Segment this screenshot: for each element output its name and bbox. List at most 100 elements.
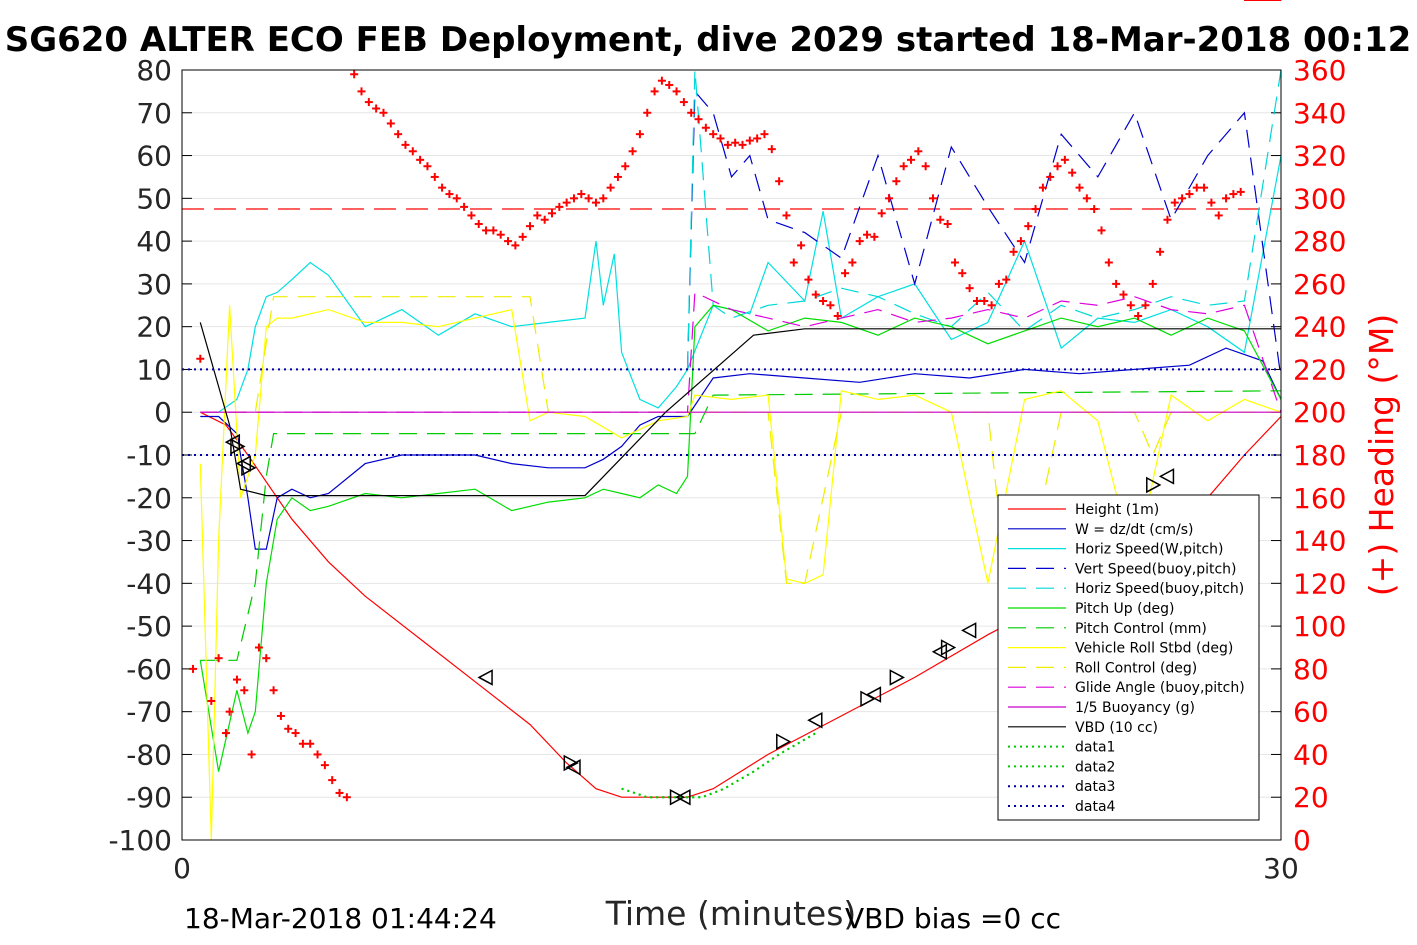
heading-point	[1031, 205, 1040, 214]
heading-point	[1192, 183, 1201, 192]
legend-label-roll_control: Roll Control (deg)	[1075, 660, 1197, 676]
right-tick-label: 360	[1293, 54, 1346, 87]
legend-label-buoyancy: 1/5 Buoyancy (g)	[1075, 700, 1195, 716]
heading-point	[1214, 211, 1223, 220]
heading-point	[980, 297, 989, 305]
heading-point	[240, 686, 249, 695]
left-tick-label: 10	[136, 353, 172, 386]
legend-label-vert_speed_buoy: Vert Speed(buoy,pitch)	[1075, 561, 1237, 577]
heading-point	[899, 162, 908, 171]
turn-marker	[669, 788, 686, 806]
heading-point	[1090, 205, 1099, 214]
heading-point	[408, 147, 417, 156]
heading-point	[863, 230, 872, 239]
heading-point	[1075, 183, 1084, 192]
heading-point	[569, 194, 578, 203]
heading-point	[533, 211, 542, 220]
left-tick-label: 40	[136, 225, 172, 258]
heading-point	[276, 711, 285, 720]
heading-point	[328, 776, 337, 785]
heading-point	[221, 729, 230, 738]
heading-point	[364, 98, 373, 107]
heading-point	[753, 134, 762, 143]
heading-point	[1170, 198, 1179, 207]
heading-point	[401, 140, 410, 149]
heading-point	[269, 686, 278, 695]
right-tick-label: 200	[1293, 396, 1346, 429]
right-tick-label: 80	[1293, 653, 1329, 686]
series-pitch_up	[199, 304, 1282, 772]
left-tick-label: 0	[154, 396, 172, 429]
right-tick-label: 140	[1293, 525, 1346, 558]
heading-point	[877, 209, 886, 218]
heading-point	[196, 354, 205, 363]
left-tick-label: -50	[126, 610, 172, 643]
heading-point	[313, 750, 322, 759]
heading-point	[848, 258, 857, 267]
legend-label-pitch_up: Pitch Up (deg)	[1075, 601, 1174, 617]
left-tick-label: -10	[126, 439, 172, 472]
heading-point	[247, 750, 256, 759]
series-w	[200, 347, 1282, 550]
right-tick-label: 20	[1293, 781, 1329, 814]
heading-point	[225, 707, 234, 716]
heading-point	[562, 198, 571, 207]
plot-frame	[181, 69, 1282, 841]
heading-point	[950, 258, 959, 267]
heading-point	[921, 162, 930, 171]
right-tick-label: 320	[1293, 140, 1346, 173]
heading-point	[665, 80, 674, 89]
heading-point	[379, 108, 388, 117]
turn-marker	[940, 639, 957, 656]
right-tick-label: 60	[1293, 696, 1329, 729]
left-tick-label: 50	[136, 182, 172, 215]
heading-point	[643, 108, 652, 117]
heading-point	[650, 87, 659, 96]
heading-point	[819, 297, 828, 305]
turn-marker	[224, 433, 241, 451]
heading-point	[496, 230, 505, 239]
heading-point	[1046, 172, 1055, 181]
right-tick-label: 260	[1293, 268, 1346, 301]
heading-point	[599, 194, 608, 203]
heading-point	[1002, 275, 1011, 284]
legend-label-horiz_speed: Horiz Speed(W,pitch)	[1075, 542, 1223, 558]
heading-point	[467, 211, 476, 220]
series-pitch_control	[200, 390, 1282, 661]
left-tick-label: -20	[126, 482, 172, 515]
legend-label-data4: data4	[1075, 799, 1116, 815]
heading-point	[870, 232, 879, 241]
heading-point	[1200, 183, 1209, 192]
heading-point	[621, 162, 630, 171]
heading-point	[1053, 162, 1062, 171]
turn-marker	[889, 669, 905, 686]
legend-label-data3: data3	[1075, 779, 1115, 795]
left-tick-label: -90	[126, 781, 172, 814]
heading-point	[694, 115, 703, 124]
right-axis-ticks: 3603403203002802602402202001801601401201…	[1293, 54, 1346, 857]
heading-point	[1126, 301, 1135, 310]
heading-point	[1024, 222, 1033, 231]
x-axis-label: Time (minutes)	[605, 894, 857, 933]
heading-point	[1222, 194, 1231, 203]
right-tick-label: 180	[1293, 439, 1346, 472]
heading-point	[1009, 247, 1018, 256]
heading-point	[214, 654, 223, 663]
heading-point	[232, 675, 241, 684]
heading-point	[460, 202, 469, 211]
heading-point	[687, 108, 696, 117]
heading-point	[540, 215, 549, 224]
right-tick-label: 340	[1293, 97, 1346, 130]
heading-point	[1229, 190, 1238, 199]
heading-point	[1178, 194, 1187, 203]
heading-point	[679, 98, 688, 107]
footer-vbd-bias: VBD bias =0 cc	[845, 902, 1061, 935]
right-tick-label: 240	[1293, 311, 1346, 344]
heading-point	[452, 194, 461, 203]
heading-point	[972, 297, 981, 305]
heading-point	[584, 194, 593, 203]
heading-point	[789, 258, 798, 267]
heading-point	[1185, 190, 1194, 199]
heading-point	[350, 70, 359, 79]
heading-point	[555, 202, 564, 211]
